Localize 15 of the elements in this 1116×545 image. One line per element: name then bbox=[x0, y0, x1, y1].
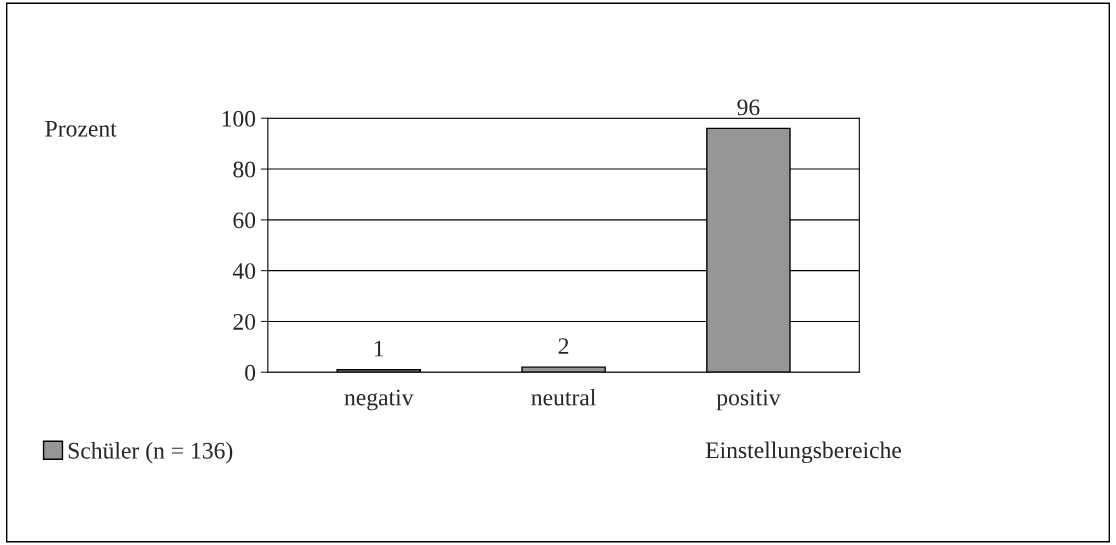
y-tick-label: 0 bbox=[245, 364, 256, 381]
y-tick-label: 20 bbox=[233, 313, 256, 330]
x-axis-title: Einstellungsbereiche bbox=[705, 441, 902, 464]
x-tick-label: positiv bbox=[716, 389, 781, 411]
x-tick-label: neutral bbox=[531, 388, 596, 406]
data-label: 2 bbox=[558, 338, 569, 354]
y-tick-label: 100 bbox=[222, 110, 256, 127]
data-label: 96 bbox=[737, 99, 760, 116]
y-axis-title: Prozent bbox=[45, 121, 117, 137]
data-label: 1 bbox=[374, 340, 384, 357]
y-tick-label: 80 bbox=[233, 161, 256, 178]
legend-label: Schüler (n = 136) bbox=[68, 442, 233, 464]
x-tick-label: negativ bbox=[344, 389, 414, 411]
y-tick-label: 60 bbox=[233, 212, 256, 229]
y-tick-label: 40 bbox=[232, 263, 256, 280]
